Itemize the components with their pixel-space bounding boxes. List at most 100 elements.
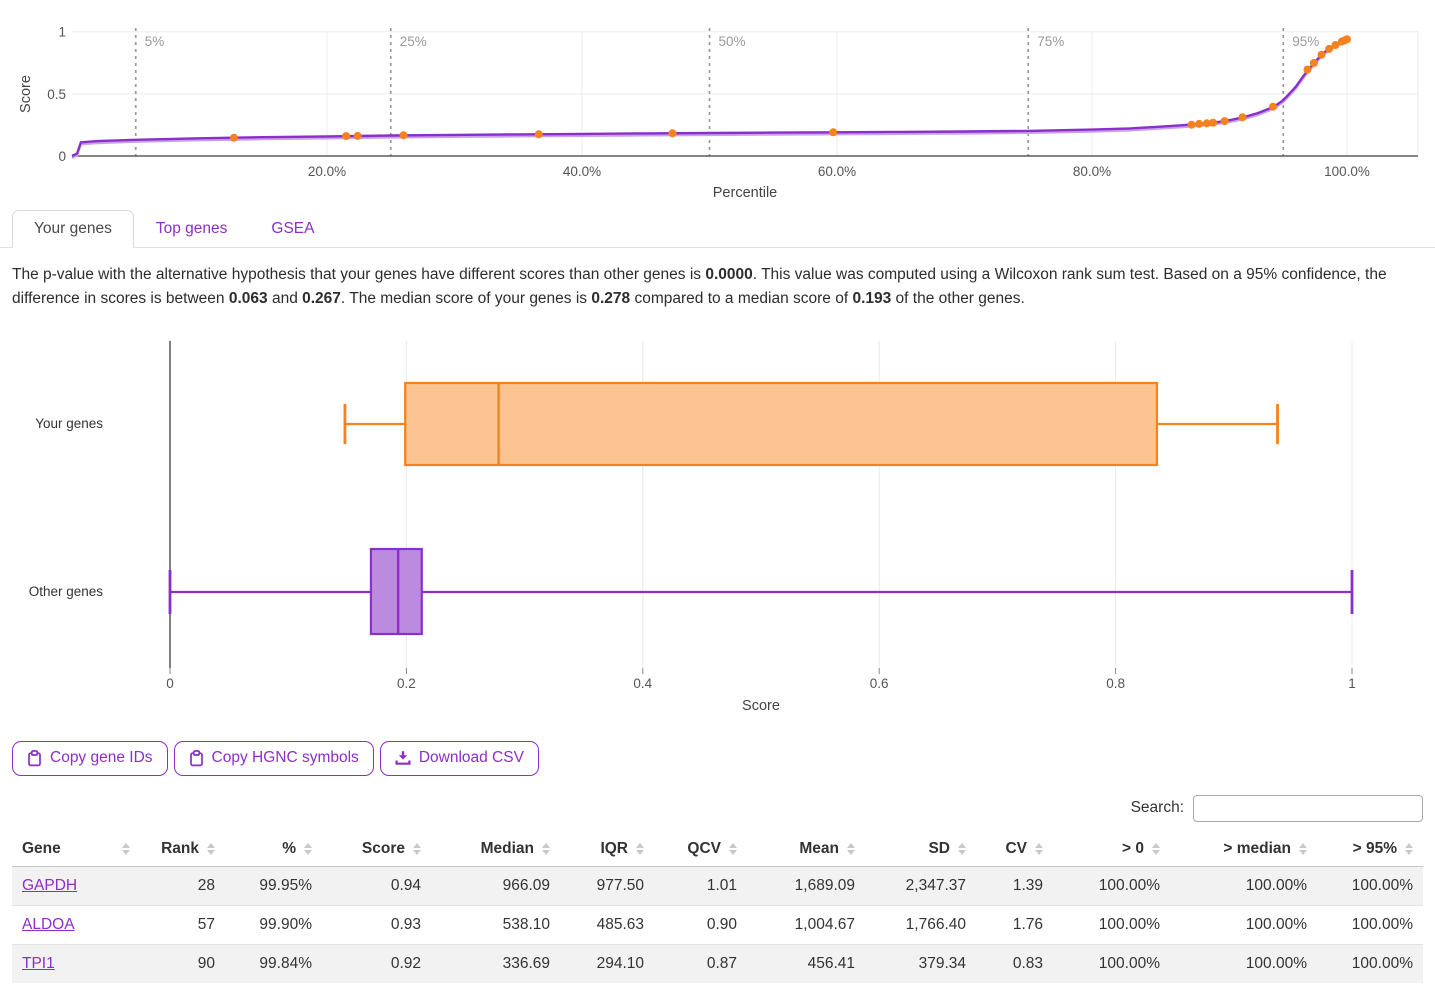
download-csv-button[interactable]: Download CSV xyxy=(379,741,539,776)
tab-top-genes[interactable]: Top genes xyxy=(155,220,228,237)
column-header-qcv[interactable]: QCV xyxy=(654,831,747,867)
summary-fragment: compared to a median score of xyxy=(630,290,853,308)
x-axis-label: Score xyxy=(742,698,780,714)
search-label: Search: xyxy=(1130,799,1184,817)
column-header-label: IQR xyxy=(600,839,628,857)
sort-icon xyxy=(1299,842,1307,855)
column-header-label: > median xyxy=(1223,839,1291,857)
button-label: Copy gene IDs xyxy=(50,749,153,767)
tab-gsea[interactable]: GSEA xyxy=(271,220,315,237)
column-header-score[interactable]: Score xyxy=(322,831,431,867)
column-header-label: CV xyxy=(1005,839,1027,857)
y-tick-label: 0 xyxy=(58,149,66,164)
table-cell: 977.50 xyxy=(560,865,654,906)
column-header-label: SD xyxy=(928,839,950,857)
x-tick-label: 80.0% xyxy=(1073,164,1111,179)
box-your-genes xyxy=(404,381,1159,467)
table-cell: 2,347.37 xyxy=(865,865,976,906)
table-cell: 100.00% xyxy=(1170,943,1317,983)
gene-cell: GAPDH xyxy=(12,865,140,906)
boxplot-chart: 0 0.2 0.4 0.6 0.8 1 Score Your genes Other genes xyxy=(29,341,1356,714)
table-cell: 100.00% xyxy=(1170,865,1317,906)
x-tick-label: 0 xyxy=(166,676,174,691)
column-header-0[interactable]: > 0 xyxy=(1053,831,1170,867)
table-cell: 0.93 xyxy=(322,904,431,945)
toolbar: Copy gene IDs Copy HGNC symbols Download… xyxy=(12,741,1423,776)
gene-point xyxy=(1187,120,1196,129)
series-label-your-genes: Your genes xyxy=(35,416,103,431)
button-label: Download CSV xyxy=(418,749,524,767)
summary-fragment: . The median score of your genes is xyxy=(340,290,592,308)
table-row: ALDOA 57 99.90% 0.93 538.10 485.63 0.90 1,004.6… xyxy=(12,904,1423,945)
table-cell: 379.34 xyxy=(865,943,976,983)
column-header-sd[interactable]: SD xyxy=(865,831,976,867)
table-cell: 100.00% xyxy=(1053,943,1170,983)
y-axis-label: Score xyxy=(18,75,34,113)
table-cell: 99.90% xyxy=(225,904,322,945)
gene-point xyxy=(1209,118,1218,127)
gene-point xyxy=(1269,102,1277,111)
gene-cell: ALDOA xyxy=(12,904,140,945)
x-tick-label: 60.0% xyxy=(818,164,856,179)
x-tick-label: 20.0% xyxy=(308,164,346,179)
gene-point xyxy=(1331,41,1340,49)
gene-point xyxy=(668,129,677,138)
sort-icon xyxy=(1405,842,1413,855)
sort-icon xyxy=(207,842,215,855)
column-header-rank[interactable]: Rank xyxy=(140,831,225,867)
column-header-label: Gene xyxy=(22,839,61,857)
gene-point xyxy=(1309,59,1318,67)
copy-hgnc-symbols-button[interactable]: Copy HGNC symbols xyxy=(173,741,374,776)
summary-fragment: . This value was computed using a Wilcox… xyxy=(12,266,1387,308)
table-cell: 100.00% xyxy=(1317,865,1423,906)
gene-link-tpi1[interactable]: TPI1 xyxy=(22,954,55,972)
percentile-marker-label: 25% xyxy=(400,34,427,49)
table-cell: 0.90 xyxy=(654,904,747,945)
x-axis-label: Percentile xyxy=(713,185,777,201)
sort-icon xyxy=(542,842,550,855)
tab-your-genes[interactable]: Your genes xyxy=(12,210,134,248)
column-header-[interactable]: % xyxy=(225,831,322,867)
table-cell: 456.41 xyxy=(747,943,865,983)
column-header-mean[interactable]: Mean xyxy=(747,831,865,867)
sort-icon xyxy=(122,842,130,855)
y-tick-label: 1 xyxy=(58,25,66,40)
gene-point xyxy=(1195,119,1204,128)
gene-point xyxy=(399,131,408,140)
table-cell: 1.39 xyxy=(976,865,1053,906)
percentile-marker-label: 75% xyxy=(1037,34,1064,49)
sort-icon xyxy=(958,842,966,855)
table-cell: 1,004.67 xyxy=(747,904,865,945)
table-cell: 100.00% xyxy=(1317,904,1423,945)
gene-point xyxy=(1343,35,1351,44)
column-header-median[interactable]: > median xyxy=(1170,831,1317,867)
gene-point xyxy=(534,130,543,139)
download-icon xyxy=(395,750,411,766)
table-header: Gene Rank% Score Median IQR QCV Mean SD CV > 0 > m… xyxy=(12,831,1423,867)
search-input[interactable] xyxy=(1193,794,1423,822)
column-header-label: Mean xyxy=(799,839,839,857)
gene-link-gapdh[interactable]: GAPDH xyxy=(22,876,78,894)
table-cell: 100.00% xyxy=(1317,943,1423,983)
copy-gene-ids-button[interactable]: Copy gene IDs xyxy=(12,741,168,776)
column-header-95[interactable]: > 95% xyxy=(1317,831,1423,867)
table-row: GAPDH 28 99.95% 0.94 966.09 977.50 1.01 1,689.0… xyxy=(12,865,1423,906)
clipboard-icon xyxy=(189,749,204,767)
summary-fragment: and xyxy=(267,290,303,308)
column-header-gene[interactable]: Gene xyxy=(12,831,140,867)
summary-value: 0.267 xyxy=(302,290,341,308)
percentile-marker-label: 50% xyxy=(719,34,746,49)
summary-fragment: The p-value with the alternative hypothe… xyxy=(12,266,706,283)
gene-link-aldoa[interactable]: ALDOA xyxy=(22,915,75,933)
column-header-median[interactable]: Median xyxy=(431,831,560,867)
summary-value: 0.063 xyxy=(228,290,268,308)
percentile-marker-label: 5% xyxy=(145,34,165,49)
column-header-cv[interactable]: CV xyxy=(976,831,1053,867)
x-tick-label: 0.8 xyxy=(1106,676,1125,691)
column-header-iqr[interactable]: IQR xyxy=(560,831,654,867)
box-other-genes xyxy=(369,547,423,636)
table-cell: 28 xyxy=(140,865,225,906)
summary-value: 0.0000 xyxy=(705,266,753,283)
y-tick-label: 0.5 xyxy=(47,87,66,102)
